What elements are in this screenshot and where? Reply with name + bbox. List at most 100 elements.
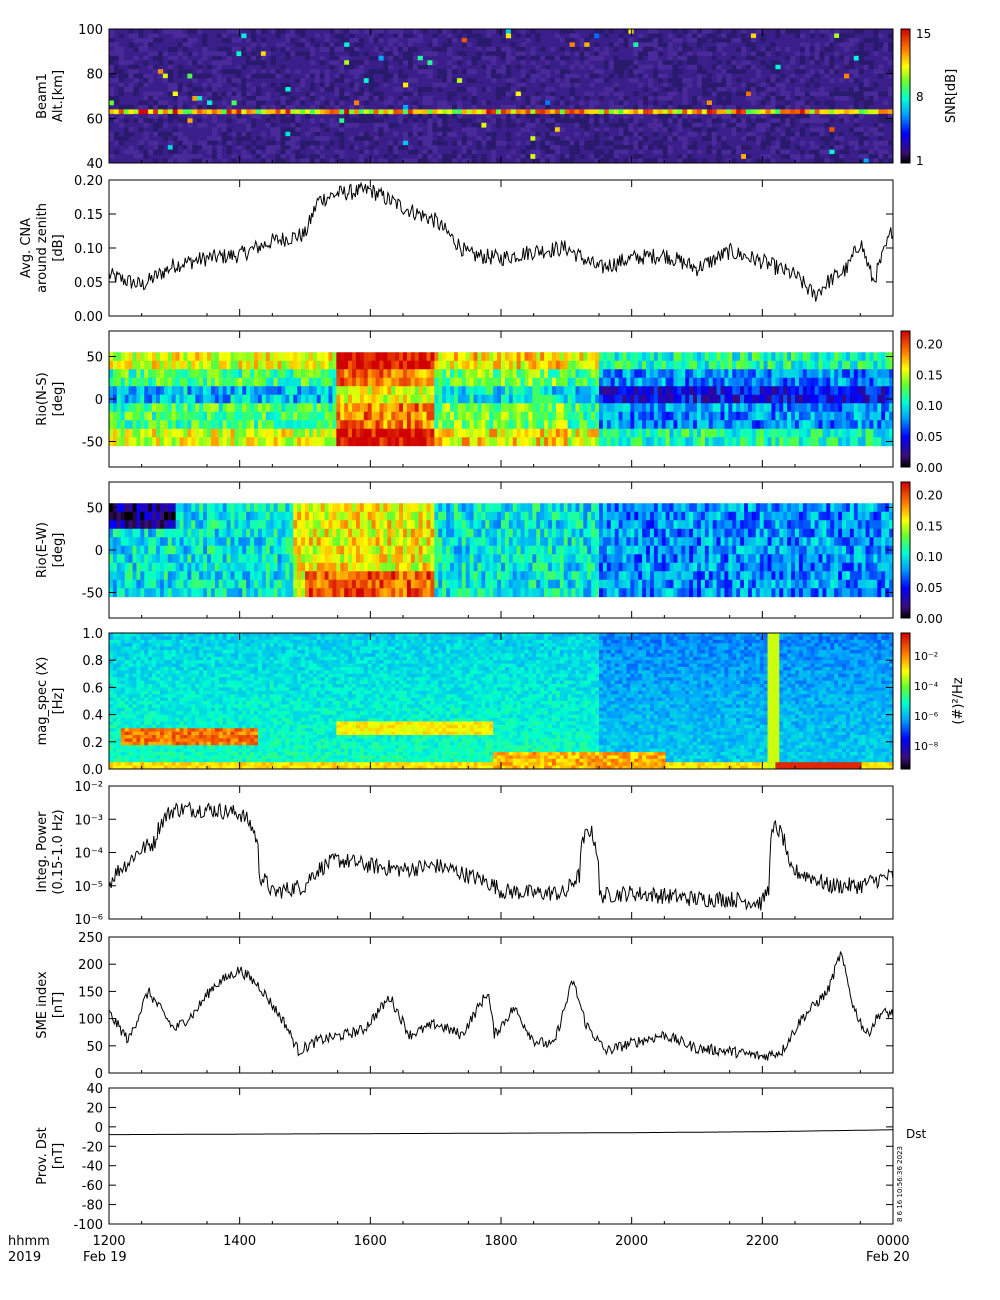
dst-ylabel-line2: [nT] [51, 1143, 66, 1169]
x-left-label-line2: 2019 [8, 1250, 41, 1265]
mag-spec-colorbar-tick-e-2: 10⁻² [914, 650, 938, 663]
snr-colorbar-label: SNR[dB] [944, 69, 959, 123]
colorbar-tick-label: 0.05 [916, 430, 943, 444]
y-tick-label: 0 [95, 1121, 103, 1136]
cna-y-axis: 0.00 0.05 0.10 0.15 0.20 [74, 174, 894, 325]
x-left-label-line1: hhmm [8, 1234, 50, 1249]
y-tick-label: 0 [95, 393, 103, 408]
y-tick-label: 10⁻⁴ [74, 847, 103, 862]
integ-power-series-line [108, 801, 894, 911]
y-tick-label: 100 [78, 1013, 103, 1028]
y-tick-label: 40 [86, 157, 103, 172]
panel-cna: 0.00 0.05 0.10 0.15 0.20 Avg. CNA around zen… [19, 174, 894, 325]
colorbar-tick-label: 0.20 [916, 337, 943, 351]
y-tick-label: 100 [78, 23, 103, 38]
rio-ns-y-axis: -50 0 50 [82, 331, 894, 467]
dst-y-axis: -100 -80 -60 -40 -20 0 20 40 [73, 1082, 894, 1233]
cna-ylabel-line1: Avg. CNA [19, 218, 34, 278]
y-tick-label: -40 [82, 1160, 103, 1175]
x-tick-label: 2000 [615, 1234, 648, 1249]
colorbar-tick-label: 0.15 [916, 368, 943, 382]
integ-power-ylabel-line2: (0.15-1.0 Hz) [51, 809, 66, 894]
cna-frame [108, 179, 894, 317]
y-tick-label: -20 [82, 1140, 103, 1155]
panel-mag-spec: 0.0 0.2 0.4 0.6 0.8 1.0 mag_spec (X) [Hz] 10⁻… [35, 627, 966, 778]
snr-colorbar-tick-1: 1 [916, 154, 924, 168]
y-tick-label: 10⁻⁵ [74, 880, 103, 895]
x-tick-label: 2200 [746, 1234, 779, 1249]
mag-spec-ylabel-line2: [Hz] [51, 688, 66, 715]
y-tick-label: 150 [78, 985, 103, 1000]
sme-ylabel-line1: SME index [35, 971, 50, 1039]
y-tick-label: 10⁻³ [74, 813, 103, 828]
integ-power-y-axis: 10⁻⁶ 10⁻⁵ 10⁻⁴ 10⁻³ 10⁻² [74, 780, 894, 928]
y-tick-label: 0.2 [82, 736, 103, 751]
x-tick-label: 1600 [354, 1234, 387, 1249]
dst-right-label: Dst [906, 1127, 926, 1141]
y-tick-label: 60 [86, 112, 103, 127]
snr-colorbar-tick-8: 8 [916, 90, 924, 104]
y-tick-label: -50 [82, 436, 103, 451]
x-axis: 1200 1400 1600 1800 2000 2200 0000 hhmm 2019 F… [8, 1234, 910, 1265]
y-tick-label: -100 [73, 1218, 103, 1233]
x-start-date: Feb 19 [83, 1250, 127, 1265]
mag-spec-colorbar-tick-e-4: 10⁻⁴ [914, 680, 939, 693]
rio-ew-colorbar-ticks: 0.00 0.05 0.10 0.15 0.20 [916, 488, 943, 626]
rio-ew-y-axis: -50 0 50 [82, 482, 894, 618]
x-tick-label: 1400 [223, 1234, 256, 1249]
y-tick-label: 0 [95, 544, 103, 559]
y-tick-label: 0.15 [74, 208, 103, 223]
mag-spec-colorbar [900, 632, 911, 770]
y-tick-label: 80 [86, 68, 103, 83]
colorbar-tick-label: 0.15 [916, 519, 943, 533]
y-tick-label: 50 [86, 351, 103, 366]
rio-ew-ylabel-line2: [deg] [51, 533, 66, 568]
y-tick-label: 200 [78, 958, 103, 973]
mag-spec-colorbar-label: (#)²/Hz [951, 677, 966, 724]
dst-side-stamp: 8 6 16 10:56:36 2023 [896, 1146, 904, 1222]
rio-ns-colorbar-ticks: 0.00 0.05 0.10 0.15 0.20 [916, 337, 943, 475]
y-tick-label: 0 [95, 1067, 103, 1082]
y-tick-label: 0.6 [82, 681, 103, 696]
sme-y-axis: 0 50 100 150 200 250 [78, 931, 894, 1082]
colorbar-tick-label: 0.10 [916, 399, 943, 413]
snr-ylabel-line1: Beam1 [35, 73, 50, 119]
snr-colorbar [900, 28, 911, 164]
rio-ns-ylabel-line1: Rio(N-S) [35, 372, 50, 425]
dst-frame [108, 1087, 894, 1225]
panel-integ-power: 10⁻⁶ 10⁻⁵ 10⁻⁴ 10⁻³ 10⁻² Integ. Power (0.15-… [35, 780, 894, 928]
y-tick-label: 10⁻⁶ [74, 913, 103, 928]
rio-ns-ylabel-line2: [deg] [51, 382, 66, 417]
colorbar-tick-label: 0.10 [916, 550, 943, 564]
x-tick-label: 1800 [484, 1234, 517, 1249]
colorbar-tick-label: 0.05 [916, 581, 943, 595]
rio-ns-heatmap-cells [109, 352, 894, 447]
rio-ew-heatmap-cells [109, 503, 894, 598]
y-tick-label: 50 [86, 502, 103, 517]
x-tick-label: 0000 [876, 1234, 909, 1249]
colorbar-tick-label: 0.00 [916, 612, 943, 626]
y-tick-label: 0.20 [74, 174, 103, 189]
panel-dst: -100 -80 -60 -40 -20 0 20 40 Prov. Dst [nT] Dst… [35, 1082, 926, 1233]
y-tick-label: 20 [86, 1101, 103, 1116]
y-tick-label: 40 [86, 1082, 103, 1097]
snr-y-axis: 40 60 80 100 [78, 23, 894, 172]
integ-power-ylabel-line1: Integ. Power [35, 811, 50, 893]
y-tick-label: -50 [82, 587, 103, 602]
rio-ns-colorbar [900, 330, 911, 468]
y-tick-label: 50 [86, 1040, 103, 1055]
y-tick-label: 0.00 [74, 310, 103, 325]
cna-ylabel-line2: around zenith [35, 203, 50, 293]
integ-power-frame [108, 785, 894, 920]
y-tick-label: 1.0 [82, 627, 103, 642]
mag-spec-colorbar-tick-e-8: 10⁻⁸ [914, 740, 939, 753]
snr-heatmap-cells [109, 29, 894, 164]
rio-ew-ylabel-line1: Rio(E-W) [35, 522, 50, 578]
sme-series-line [108, 950, 894, 1061]
cna-ylabel-line3: [dB] [51, 234, 66, 261]
rio-ew-colorbar [900, 481, 911, 619]
dst-ylabel-line1: Prov. Dst [35, 1127, 50, 1184]
dst-series-line [109, 1129, 893, 1136]
